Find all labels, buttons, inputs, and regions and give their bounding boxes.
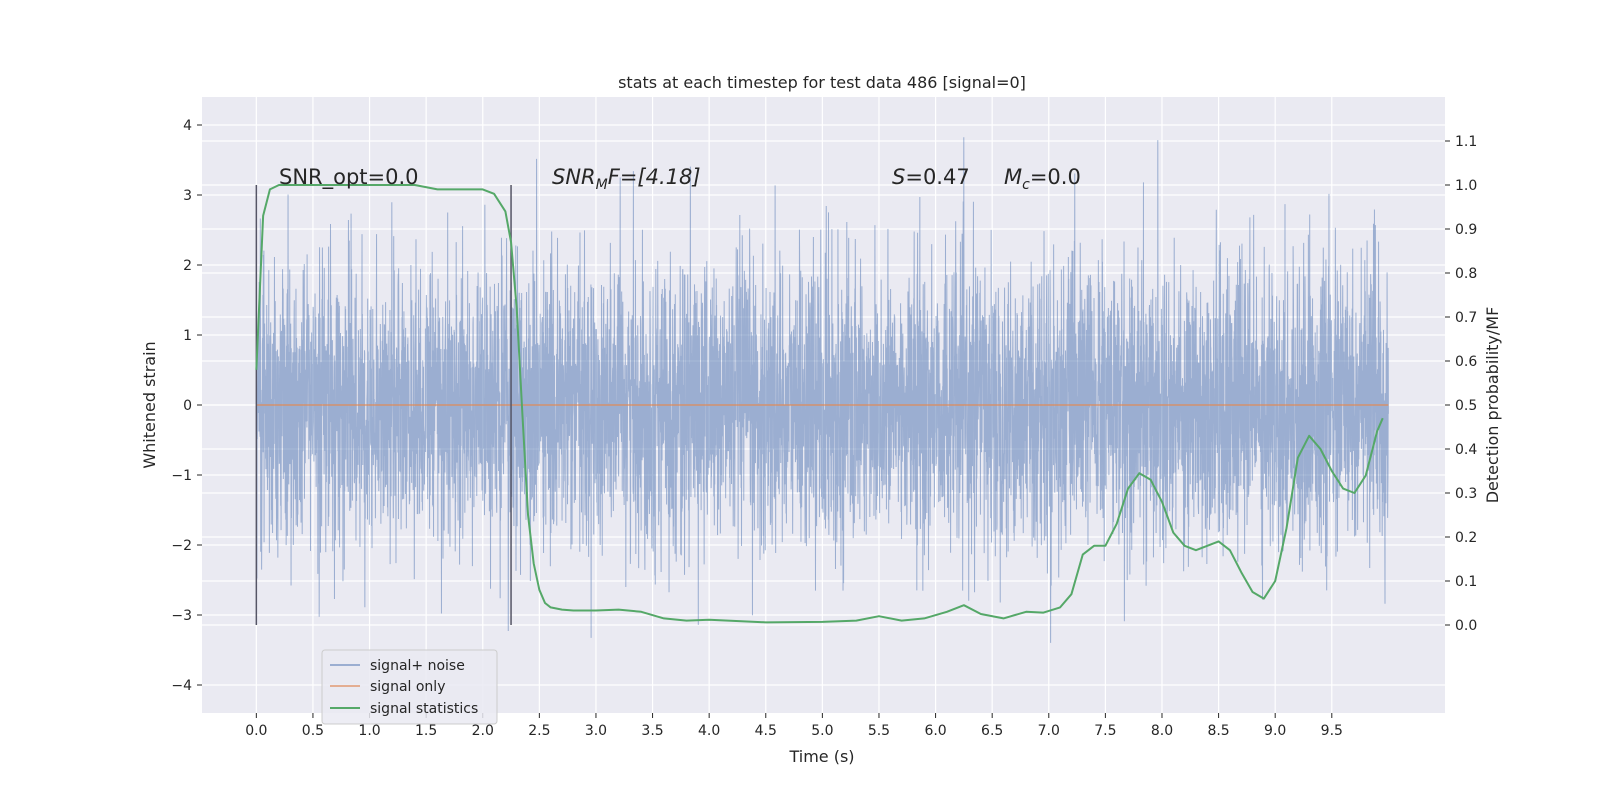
right-tick-label: 0.9 (1455, 222, 1477, 238)
y-tick-label: 2 (183, 258, 192, 274)
legend-label-noise: signal+ noise (370, 658, 465, 674)
x-tick-label: 8.0 (1151, 723, 1173, 739)
x-tick-label: 4.5 (755, 723, 777, 739)
right-tick-label: 0.3 (1455, 486, 1477, 502)
legend-label-statistics: signal statistics (370, 701, 478, 717)
y-tick-label: −2 (171, 538, 192, 554)
annotation-mc: Mc=0.0 (1004, 165, 1081, 193)
x-tick-label: 4.0 (698, 723, 720, 739)
x-tick-label: 7.5 (1094, 723, 1116, 739)
x-tick-label: 6.5 (981, 723, 1003, 739)
series-signal-plus-noise (255, 137, 1389, 643)
x-tick-label: 0.0 (245, 723, 267, 739)
x-tick-label: 2.0 (472, 723, 494, 739)
x-tick-label: 9.0 (1264, 723, 1286, 739)
annotation-s: S=0.47 (892, 165, 970, 189)
x-axis-ticks: 0.0 0.5 1.0 1.5 2.0 2.5 3.0 3.5 4.0 4.5 5.0 5.5 6.0 6… (245, 713, 1343, 739)
x-tick-label: 3.0 (585, 723, 607, 739)
y-axis-ticks: −4 −3 −2 −1 0 1 2 3 4 (171, 118, 202, 694)
right-tick-label: 0.0 (1455, 618, 1477, 634)
right-axis-label: Detection probability/MF (1483, 307, 1502, 504)
x-tick-label: 9.5 (1321, 723, 1343, 739)
y-tick-label: 1 (183, 328, 192, 344)
x-tick-label: 5.5 (868, 723, 890, 739)
right-tick-label: 0.6 (1455, 354, 1477, 370)
chart-title: stats at each timestep for test data 486… (618, 73, 1026, 92)
right-tick-label: 1.1 (1455, 134, 1477, 150)
x-tick-label: 1.0 (358, 723, 380, 739)
y-tick-label: −4 (171, 678, 192, 694)
x-tick-label: 6.0 (924, 723, 946, 739)
right-tick-label: 0.1 (1455, 574, 1477, 590)
y-tick-label: 3 (183, 188, 192, 204)
x-tick-label: 3.5 (641, 723, 663, 739)
x-tick-label: 5.0 (811, 723, 833, 739)
series-signal-statistics (255, 184, 1384, 624)
y-tick-label: 4 (183, 118, 192, 134)
annotation-snr-mf: SNRMF=[4.18] (552, 165, 701, 193)
noise-line (255, 137, 1389, 643)
vertical-markers (255, 185, 512, 625)
x-tick-label: 7.0 (1038, 723, 1060, 739)
legend-box (321, 649, 498, 725)
annotation-snr-opt: SNR_opt=0.0 (279, 165, 419, 190)
y-tick-label: −3 (171, 608, 192, 624)
x-axis-label: Time (s) (788, 747, 854, 766)
right-tick-label: 0.5 (1455, 398, 1477, 414)
right-tick-label: 0.7 (1455, 310, 1477, 326)
x-tick-label: 8.5 (1207, 723, 1229, 739)
right-axis-ticks: 0.0 0.1 0.2 0.3 0.4 0.5 0.6 0.7 0.8 0.9 1.0 1.1 (1445, 134, 1477, 634)
y-tick-label: 0 (183, 398, 192, 414)
right-tick-label: 0.2 (1455, 530, 1477, 546)
statistics-line (255, 184, 1384, 624)
y-tick-label: −1 (171, 468, 192, 484)
right-tick-label: 1.0 (1455, 178, 1477, 194)
legend-label-signal: signal only (370, 679, 445, 695)
y-axis-label: Whitened strain (140, 341, 159, 468)
right-tick-label: 0.8 (1455, 266, 1477, 282)
x-tick-label: 0.5 (302, 723, 324, 739)
x-tick-label: 1.5 (415, 723, 437, 739)
legend: signal+ noise signal only signal statist… (321, 649, 498, 725)
x-tick-label: 2.5 (528, 723, 550, 739)
right-tick-label: 0.4 (1455, 442, 1477, 458)
